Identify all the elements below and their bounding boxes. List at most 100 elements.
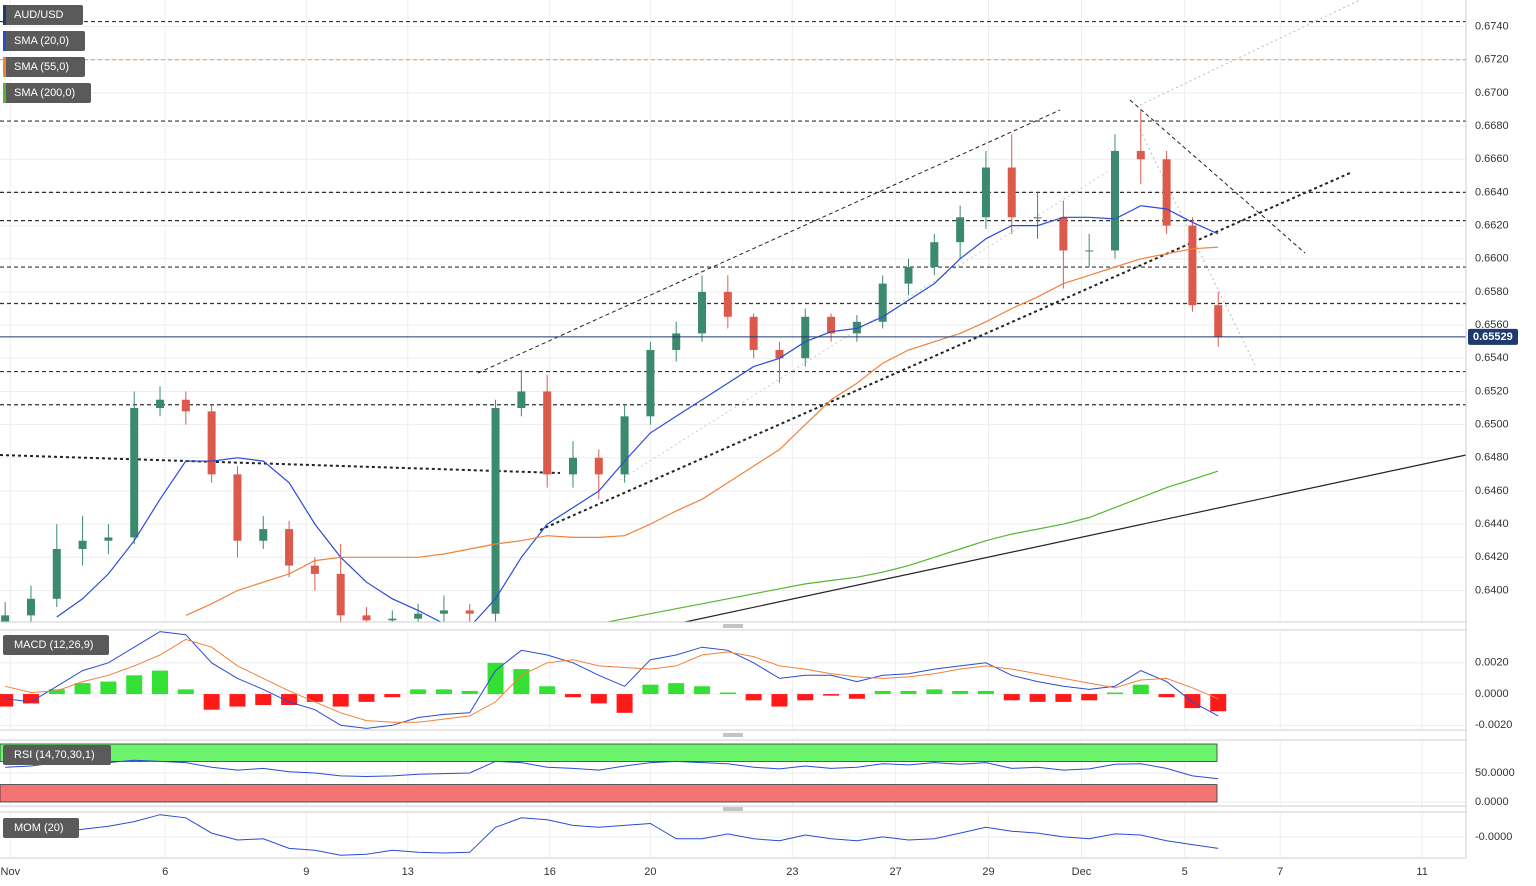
labels: Nov 6 9 13 16 20 23 27 29 Dec 5 7 11 0.6400 0.6420 0.64… [1, 5, 1518, 878]
panel-title: MOM (20) [14, 822, 64, 834]
legend-label: SMA (20,0) [14, 35, 69, 47]
chart-title: AUD/USD [14, 9, 64, 21]
histogram-bar [590, 694, 607, 704]
histogram-bar [461, 690, 478, 695]
legend-box [3, 818, 79, 838]
trend-line [619, 169, 1111, 481]
trend-lines [0, 0, 1467, 623]
candle-body [981, 167, 990, 218]
histogram-bar [771, 694, 788, 707]
y-tick-label: 0.6560 [1475, 319, 1509, 331]
x-tick-label: 5 [1182, 866, 1188, 878]
legend-swatch [3, 5, 6, 25]
candle-body [956, 217, 965, 243]
histogram-bar [358, 694, 375, 702]
y-tick-label: 0.6600 [1475, 253, 1509, 265]
histogram-bar [642, 684, 659, 695]
histogram-bar [719, 692, 736, 695]
x-tick-label: 6 [162, 866, 168, 878]
candle-body [1033, 217, 1042, 219]
y-tick-label: 0.6640 [1475, 186, 1509, 198]
series-line [5, 759, 1219, 780]
histogram-bar [126, 675, 143, 695]
y-tick-label: -0.0000 [1475, 831, 1512, 843]
histogram-bar [48, 689, 65, 695]
candle-body [78, 540, 87, 550]
channel-line [477, 109, 1061, 374]
panel [0, 743, 1219, 803]
histogram-bar [513, 669, 530, 695]
x-tick-label: Nov [1, 866, 21, 878]
candle-body [336, 573, 345, 616]
candle-body [723, 291, 732, 317]
histogram-bar [1081, 694, 1098, 701]
legend-box [3, 83, 91, 103]
legend-box [3, 31, 85, 51]
candle-body [801, 316, 810, 359]
y-tick-label: 50.0000 [1475, 767, 1515, 779]
series-line [56, 205, 1219, 622]
candle-body [749, 316, 758, 350]
candle-body [491, 408, 500, 614]
candle-body [52, 549, 61, 599]
rsi-band [0, 743, 1218, 762]
candle-body [1162, 159, 1171, 226]
candle-body [181, 399, 190, 412]
candle-body [620, 416, 629, 475]
panel-title: MACD (12,26,9) [14, 639, 93, 651]
histogram-bar [229, 694, 246, 707]
histogram-bar [874, 690, 891, 695]
y-tick-label: -0.0020 [1475, 719, 1512, 731]
candle-body [827, 316, 836, 334]
histogram-bar [797, 694, 814, 701]
candle-body [259, 529, 268, 541]
histogram-bar [1003, 694, 1020, 701]
panel-title: RSI (14,70,30,1) [14, 749, 95, 761]
histogram-bar [281, 694, 298, 705]
histogram-bar [952, 690, 969, 695]
candle-body [1110, 150, 1119, 251]
histogram-bar [410, 689, 427, 695]
candle-body [465, 610, 474, 614]
legend-swatch [3, 57, 6, 77]
panel-frames [0, 0, 1467, 859]
y-tick-label: 0.6580 [1475, 286, 1509, 298]
histogram-bar [0, 694, 14, 707]
candle-body [1136, 150, 1145, 160]
legend-label: SMA (200,0) [14, 87, 75, 99]
histogram-bar [1029, 694, 1046, 702]
x-tick-label: 13 [402, 866, 414, 878]
histogram-bar [22, 694, 39, 704]
candle-body [1007, 167, 1016, 218]
candle-body [130, 408, 139, 538]
y-tick-label: 0.6500 [1475, 419, 1509, 431]
histogram-bar [203, 694, 220, 710]
candle-body [207, 411, 216, 475]
trend-line [1139, 0, 1361, 106]
panel [0, 631, 1227, 729]
candle-body [775, 349, 784, 359]
candle-body [285, 529, 294, 566]
x-tick-label: 9 [303, 866, 309, 878]
candle-body [543, 391, 552, 475]
resize-handle[interactable] [723, 624, 743, 811]
x-tick-label: 27 [889, 866, 901, 878]
panel [5, 814, 1219, 856]
series-line [604, 470, 1219, 622]
candle-body [1214, 305, 1223, 337]
y-tick-label: 0.6520 [1475, 385, 1509, 397]
histogram-bar [1184, 694, 1201, 709]
x-tick-label: 23 [786, 866, 798, 878]
support-line [684, 454, 1467, 623]
histogram-bar [668, 683, 685, 695]
histogram-bar [900, 690, 917, 695]
histogram-bar [1106, 692, 1123, 695]
y-tick-label: 0.6620 [1475, 219, 1509, 231]
x-tick-label: 11 [1416, 866, 1427, 878]
x-tick-label: Dec [1072, 866, 1092, 878]
histogram-bar [745, 694, 762, 701]
candle-body [878, 283, 887, 322]
legend-box [3, 57, 85, 77]
candle-body [1188, 225, 1197, 306]
price-tag-label: 0.65529 [1473, 331, 1513, 343]
